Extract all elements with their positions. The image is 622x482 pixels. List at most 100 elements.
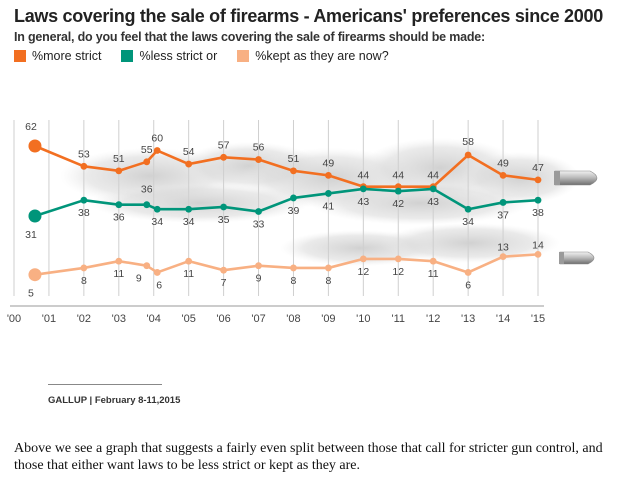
legend: %more strict %less strict or %kept as th…: [14, 49, 409, 63]
data-point: [28, 209, 42, 223]
legend-swatch-more-strict: [14, 50, 26, 62]
data-point: [185, 205, 193, 213]
x-tick-label: '14: [496, 313, 510, 325]
data-label: 5: [28, 288, 34, 300]
data-label: 31: [25, 229, 37, 241]
bullet-icon-small: [559, 251, 595, 265]
data-label: 8: [291, 275, 297, 287]
data-point: [255, 262, 262, 270]
data-label: 55: [141, 144, 153, 156]
data-point: [28, 268, 42, 282]
x-tick-label: '08: [286, 313, 300, 325]
data-point: [534, 250, 542, 258]
data-label: 11: [183, 268, 194, 280]
legend-label-kept: %kept as they are now?: [255, 49, 389, 63]
data-label: 43: [357, 196, 369, 208]
data-label: 9: [136, 273, 142, 285]
data-point: [499, 199, 507, 206]
data-point: [464, 269, 472, 276]
data-label: 36: [141, 184, 153, 196]
series-line: [34, 187, 539, 218]
data-label: 49: [497, 157, 509, 169]
caption: Above we see a graph that suggests a fai…: [14, 441, 603, 473]
x-tick-label: '10: [356, 313, 370, 325]
data-point: [115, 201, 123, 209]
data-label: 44: [427, 170, 439, 182]
legend-label-less-strict: %less strict or: [139, 49, 218, 63]
data-point: [325, 171, 332, 179]
data-point: [534, 196, 542, 204]
data-label: 51: [113, 153, 125, 165]
data-label: 41: [323, 200, 335, 212]
data-point: [220, 203, 228, 211]
data-label: 44: [357, 170, 369, 182]
line-chart: '00 '01 '02 '03 '04 '05 '06 '07 '08 '09 '10 '11 '12 '…: [7, 120, 598, 325]
source-divider: [48, 384, 162, 385]
data-label: 34: [151, 216, 163, 228]
data-label: 44: [392, 170, 404, 182]
x-tick-label: '15: [531, 313, 545, 325]
data-point: [290, 264, 297, 272]
data-label: 35: [218, 214, 230, 226]
data-label: 38: [532, 207, 544, 219]
x-tick-label: '01: [42, 313, 56, 325]
data-point: [115, 257, 123, 265]
data-point: [255, 156, 262, 163]
data-label: 43: [427, 196, 439, 208]
bullet-icon-large: [554, 170, 598, 186]
x-tick-label: '13: [461, 313, 475, 325]
data-point: [80, 264, 88, 272]
data-point: [359, 255, 367, 263]
data-label: 51: [288, 153, 300, 165]
data-label: 47: [532, 162, 544, 174]
data-label: 8: [325, 275, 331, 287]
data-point: [185, 160, 193, 168]
x-tick-label: '05: [181, 313, 195, 325]
x-tick-label: '07: [251, 313, 265, 325]
data-label: 8: [81, 275, 87, 287]
x-tick-label: '06: [216, 313, 230, 325]
chart-subtitle: In general, do you feel that the laws co…: [14, 30, 486, 44]
legend-swatch-less-strict: [121, 50, 134, 62]
data-point: [220, 153, 228, 161]
data-point: [534, 176, 542, 184]
data-point: [255, 208, 262, 215]
data-label: 57: [218, 139, 230, 151]
data-label: 58: [462, 136, 474, 148]
data-point: [429, 257, 437, 265]
data-label: 36: [113, 212, 125, 224]
x-tick-label: '04: [147, 313, 161, 325]
data-label: 39: [288, 205, 300, 217]
legend-item-more-strict: %more strict: [14, 49, 101, 63]
data-label: 9: [256, 273, 262, 285]
data-label: 34: [183, 216, 195, 228]
data-point: [290, 167, 297, 175]
legend-swatch-kept: [237, 50, 250, 62]
data-label: 12: [357, 266, 369, 278]
data-point: [499, 171, 507, 179]
data-label: 6: [156, 279, 162, 291]
data-point: [290, 194, 297, 202]
data-point: [143, 262, 151, 270]
x-tick-label: '03: [112, 313, 126, 325]
data-point: [153, 205, 161, 213]
data-label: 53: [78, 148, 90, 160]
data-point: [185, 257, 193, 265]
data-point: [464, 151, 472, 159]
data-label: 38: [78, 207, 90, 219]
data-label: 60: [151, 133, 163, 145]
data-point: [499, 253, 507, 261]
source-note: GALLUP | February 8-11,2015: [48, 395, 181, 406]
data-label: 7: [221, 277, 227, 289]
x-tick-label: '12: [426, 313, 440, 325]
data-point: [325, 264, 332, 272]
data-label: 33: [253, 218, 265, 230]
data-point: [28, 139, 42, 153]
data-point: [325, 190, 332, 197]
x-axis-ticks: '00 '01 '02 '03 '04 '05 '06 '07 '08 '09 '10 '11 '12 '…: [7, 305, 545, 325]
data-point: [80, 162, 88, 170]
data-label: 11: [113, 268, 124, 280]
data-label: 14: [532, 239, 544, 251]
data-point: [394, 187, 402, 195]
